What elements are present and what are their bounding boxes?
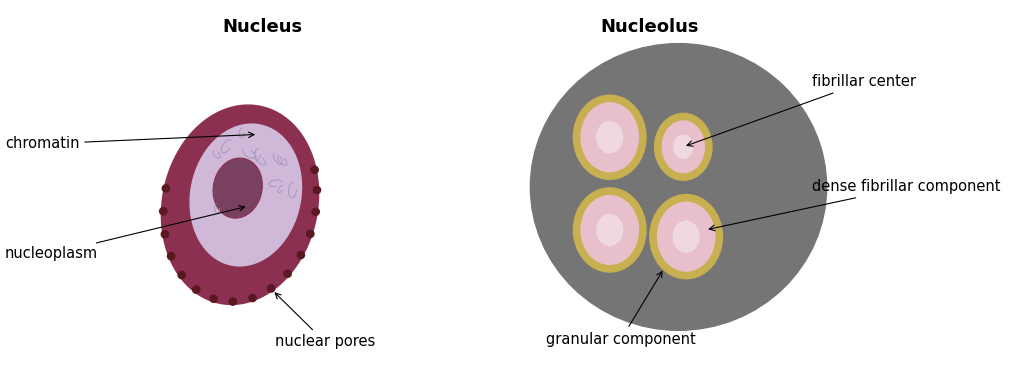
Circle shape: [307, 230, 314, 237]
Ellipse shape: [657, 202, 715, 271]
Circle shape: [314, 186, 321, 194]
Ellipse shape: [654, 113, 712, 180]
Ellipse shape: [663, 121, 704, 173]
Circle shape: [267, 285, 275, 292]
Ellipse shape: [596, 215, 622, 246]
Circle shape: [312, 208, 319, 215]
Circle shape: [162, 185, 169, 192]
Polygon shape: [161, 105, 319, 305]
Circle shape: [284, 270, 291, 277]
Ellipse shape: [673, 221, 699, 252]
Text: Nucleolus: Nucleolus: [601, 18, 699, 36]
Ellipse shape: [530, 44, 827, 330]
Text: dense fibrillar component: dense fibrillar component: [709, 179, 1001, 231]
Polygon shape: [213, 158, 262, 218]
Text: granular component: granular component: [546, 272, 696, 347]
Ellipse shape: [596, 122, 622, 153]
Text: nucleoplasm: nucleoplasm: [5, 206, 245, 262]
Circle shape: [229, 298, 236, 305]
Text: nuclear pores: nuclear pores: [275, 293, 375, 349]
Ellipse shape: [574, 95, 646, 179]
Circle shape: [160, 208, 167, 215]
Circle shape: [249, 294, 256, 302]
Ellipse shape: [574, 188, 646, 272]
Ellipse shape: [674, 135, 692, 158]
Circle shape: [179, 272, 186, 279]
Circle shape: [161, 231, 168, 238]
Text: Nucleus: Nucleus: [223, 18, 302, 36]
Circle shape: [211, 295, 218, 302]
Circle shape: [193, 286, 200, 293]
Text: fibrillar center: fibrillar center: [687, 74, 916, 146]
Ellipse shape: [650, 195, 722, 279]
Text: chromatin: chromatin: [5, 132, 254, 151]
Circle shape: [297, 251, 304, 259]
Circle shape: [311, 166, 318, 173]
Circle shape: [167, 253, 174, 260]
Ellipse shape: [581, 196, 639, 264]
Ellipse shape: [581, 103, 639, 171]
Polygon shape: [189, 123, 303, 267]
